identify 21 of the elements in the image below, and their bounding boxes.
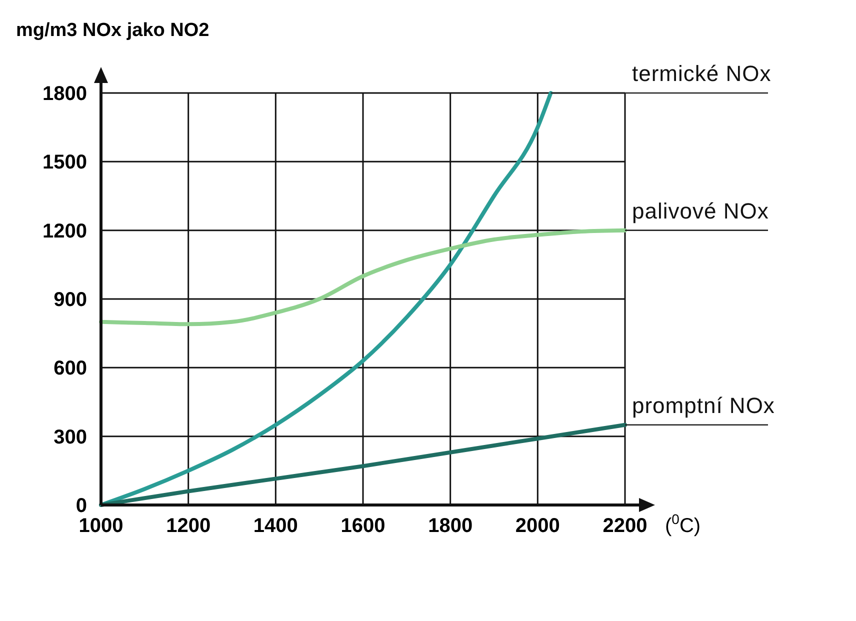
x-tick-label: 1200 — [166, 515, 211, 537]
x-tick-label: 1000 — [78, 515, 124, 537]
y-tick-label: 1800 — [42, 83, 87, 105]
line-series — [99, 422, 627, 507]
x-tick-label: 2200 — [602, 515, 648, 537]
x-axis-title: ($^{0}$C) — [665, 511, 701, 537]
y-tick-label: 900 — [54, 289, 87, 311]
y-tick-label: 0 — [76, 495, 87, 517]
y-axis-title: mg/m3 NOx jako NO2 — [16, 20, 210, 41]
series-label: promptní NOx — [632, 392, 775, 418]
line-series — [99, 228, 627, 326]
y-tick-label: 600 — [54, 358, 87, 380]
x-tick-label: 1400 — [253, 515, 298, 537]
x-tick-label: 2000 — [515, 515, 560, 537]
x-tick-label: 1600 — [340, 515, 386, 537]
y-tick-label: 1500 — [42, 152, 87, 174]
x-tick-label: 1800 — [428, 515, 473, 537]
text: termické NOx — [632, 61, 772, 86]
y-tick-label: 1200 — [42, 220, 87, 242]
series-label: palivové NOx — [632, 198, 769, 224]
y-tick-label: 300 — [54, 426, 87, 448]
